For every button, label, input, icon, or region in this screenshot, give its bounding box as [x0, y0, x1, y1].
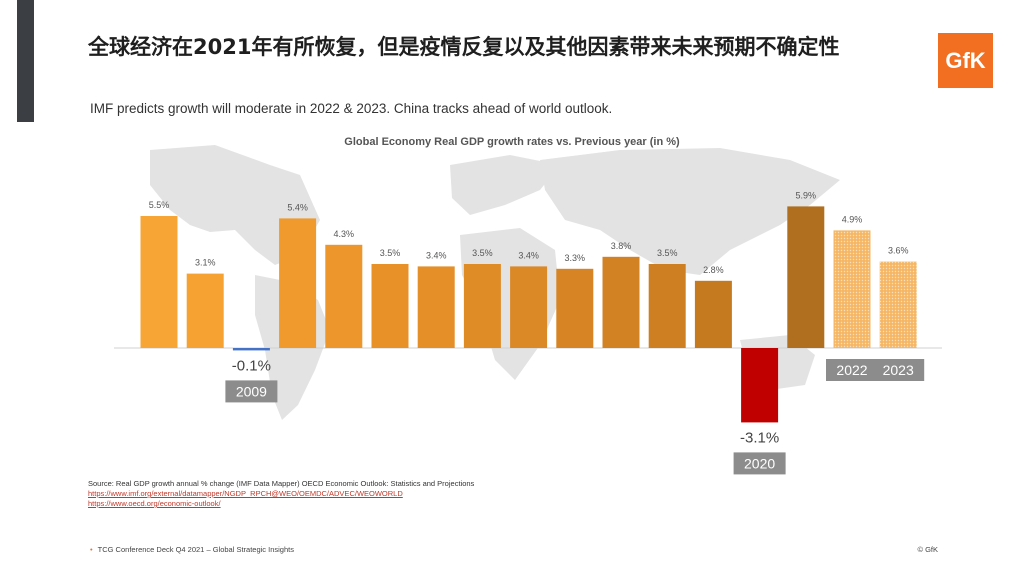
oecd-source-link[interactable]: https://www.oecd.org/economic-outlook/ [88, 499, 221, 508]
value-label-2014: 3.5% [472, 248, 493, 258]
year-badge-bg-2022 [826, 359, 878, 381]
value-label-2013: 3.4% [426, 250, 447, 260]
bar-2017 [602, 256, 640, 348]
value-label-2009: -0.1% [232, 357, 271, 374]
bar-2021 [787, 206, 825, 348]
slide-subtitle: IMF predicts growth will moderate in 202… [90, 101, 613, 116]
value-label-2008: 3.1% [195, 258, 216, 268]
value-label-2010: 5.4% [287, 202, 308, 212]
footer: • TCG Conference Deck Q4 2021 – Global St… [90, 545, 294, 554]
year-badge-2009: 2009 [236, 383, 267, 399]
slide-accent-bar [17, 0, 34, 122]
year-badge-bg-2009 [225, 380, 278, 403]
value-label-2022: 4.9% [842, 214, 863, 224]
bar-2010 [279, 218, 317, 348]
value-label-2011: 4.3% [334, 229, 355, 239]
bar-2012 [371, 264, 409, 348]
chart-title: Global Economy Real GDP growth rates vs.… [344, 136, 680, 148]
bar-2015 [510, 266, 548, 348]
bar-2020 [741, 348, 779, 423]
bar-2008 [186, 273, 224, 348]
year-badge-bg-2020 [733, 452, 786, 475]
bullet-icon: • [90, 545, 93, 554]
imf-source-link[interactable]: https://www.imf.org/external/datamapper/… [88, 489, 403, 498]
value-label-2023: 3.6% [888, 246, 909, 256]
slide-title: 全球经济在2021年有所恢复，但是疫情反复以及其他因素带来未来预期不确定性 [88, 35, 840, 59]
value-label-2016: 3.3% [565, 253, 586, 263]
bar-2011 [325, 244, 363, 348]
bar-2013 [417, 266, 455, 348]
year-badge-2022: 2022 [836, 362, 867, 378]
value-label-2021: 5.9% [796, 190, 817, 200]
gfk-logo: GfK [938, 33, 993, 88]
source-text: Source: Real GDP growth annual % change … [88, 479, 475, 488]
copyright: © GfK [917, 545, 938, 554]
value-label-2017: 3.8% [611, 241, 632, 251]
year-badge-bg-2023 [872, 359, 925, 381]
value-label-2015: 3.4% [518, 250, 539, 260]
value-label-2007: 5.5% [149, 200, 170, 210]
bar-2016 [556, 268, 594, 348]
value-label-2019: 2.8% [703, 265, 724, 275]
value-label-2012: 3.5% [380, 248, 401, 258]
bar-2022 [833, 230, 871, 348]
value-label-2018: 3.5% [657, 248, 678, 258]
bar-2009 [232, 348, 270, 351]
bar-2014 [463, 264, 501, 348]
value-label-2020: -3.1% [740, 429, 779, 446]
bar-2018 [648, 264, 686, 348]
footer-text: TCG Conference Deck Q4 2021 – Global Str… [97, 545, 294, 554]
year-badge-2020: 2020 [744, 455, 775, 471]
source-note: Source: Real GDP growth annual % change … [88, 479, 474, 509]
year-badge-2023: 2023 [883, 362, 914, 378]
bar-2023 [879, 261, 917, 348]
bar-2007 [140, 216, 178, 348]
bar-2019 [694, 280, 732, 348]
